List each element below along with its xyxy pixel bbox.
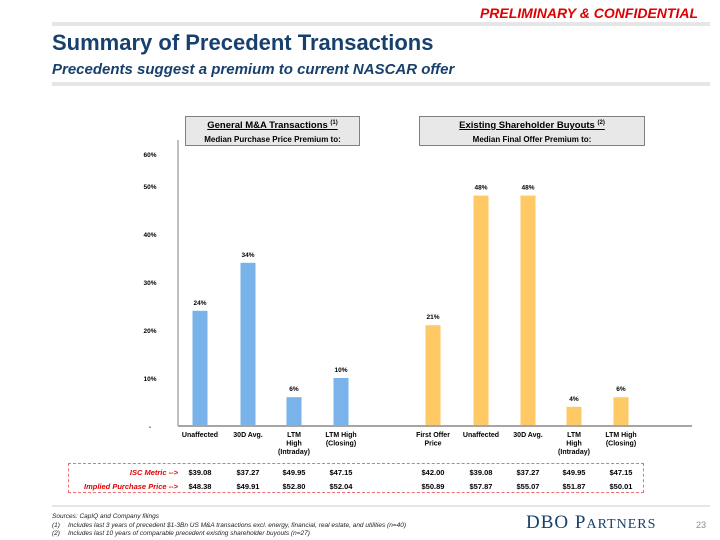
footnote-text: Includes last 10 years of comparable pre… <box>68 530 310 537</box>
y-tick-label: 10% <box>143 376 156 383</box>
x-category-label: LTM High (Closing) <box>605 432 636 448</box>
y-tick-label: - <box>149 424 151 431</box>
x-category-label: LTM High (Intraday) <box>278 432 310 456</box>
footnote-ref: (2) <box>597 120 605 126</box>
isc-metric-value: $37.27 <box>516 468 540 477</box>
page-title: Summary of Precedent Transactions <box>52 30 434 55</box>
title-divider <box>52 82 710 86</box>
top-divider <box>52 22 710 26</box>
logo-text: DBO <box>526 512 570 533</box>
bar <box>613 397 629 425</box>
bar <box>566 406 582 425</box>
isc-metric-value: $39.08 <box>469 468 493 477</box>
footnote-1: (1) Includes last 3 years of precedent $1… <box>52 522 406 529</box>
footnote-number: (1) <box>52 522 60 529</box>
implied-price-value: $50.01 <box>609 482 633 491</box>
y-tick-label: 30% <box>143 280 156 287</box>
panel-subtitle: Median Purchase Price Premium to: <box>204 135 341 145</box>
x-category-label: Unaffected <box>182 432 218 439</box>
isc-metric-value: $49.95 <box>562 468 586 477</box>
isc-metric-value: $47.15 <box>329 468 353 477</box>
footer-divider <box>52 505 710 507</box>
isc-metric-value: $49.95 <box>282 468 306 477</box>
bar <box>333 378 349 425</box>
bar-data-label: 6% <box>616 386 626 393</box>
dbo-partners-logo: DBO PARTNERS <box>526 512 656 534</box>
isc-metric-value: $47.15 <box>609 468 633 477</box>
confidential-label: PRELIMINARY & CONFIDENTIAL <box>479 5 698 21</box>
bar-data-label: 6% <box>289 386 299 393</box>
x-category-label: LTM High (Intraday) <box>558 432 590 456</box>
logo-text: ARTNERS <box>586 517 657 532</box>
sources-note: Sources: CapIQ and Company filings <box>52 513 159 520</box>
x-category-label: 30D Avg. <box>233 432 262 439</box>
bar <box>473 195 489 425</box>
bar-data-label: 21% <box>426 314 439 321</box>
isc-metric-value: $39.08 <box>188 468 212 477</box>
implied-price-value: $57.87 <box>469 482 493 491</box>
x-category-label: 30D Avg. <box>513 432 542 439</box>
bar <box>520 195 536 425</box>
x-category-label: First Offer Price <box>416 432 450 448</box>
bar <box>425 325 441 425</box>
implied-price-value: $52.04 <box>329 482 353 491</box>
bar-data-label: 24% <box>193 300 206 307</box>
y-tick-label: 40% <box>143 232 156 239</box>
bar-data-label: 4% <box>569 396 579 403</box>
x-category-label: LTM High (Closing) <box>325 432 356 448</box>
footnote-2: (2) Includes last 10 years of comparable … <box>52 530 310 537</box>
page-number: 23 <box>695 520 706 530</box>
panel-subtitle: Median Final Offer Premium to: <box>472 135 592 145</box>
bar-data-label: 34% <box>241 252 254 259</box>
y-tick-label: 20% <box>143 328 156 335</box>
implied-price-value: $52.80 <box>282 482 306 491</box>
panel-title: Existing Shareholder Buyouts <box>459 120 595 132</box>
footnote-ref: (1) <box>330 120 338 126</box>
bar-data-label: 48% <box>521 185 534 192</box>
bar <box>240 262 256 425</box>
implied-price-label: Implied Purchase Price --> <box>84 482 178 491</box>
bar-data-label: 48% <box>474 185 487 192</box>
panel-header-shareholder-buyouts: Existing Shareholder Buyouts (2) Median … <box>419 116 645 146</box>
y-tick-label: 50% <box>143 184 156 191</box>
x-category-label: Unaffected <box>463 432 499 439</box>
implied-price-value: $50.89 <box>421 482 445 491</box>
panel-header-general-ma: General M&A Transactions (1) Median Purc… <box>185 116 360 146</box>
implied-price-value: $55.07 <box>516 482 540 491</box>
footnote-text: Includes last 3 years of precedent $1-3B… <box>68 522 406 529</box>
isc-metric-value: $37.27 <box>236 468 260 477</box>
implied-price-value: $51.87 <box>562 482 586 491</box>
page-subtitle: Precedents suggest a premium to current … <box>52 61 455 78</box>
isc-metric-value: $42.00 <box>421 468 445 477</box>
bar-data-label: 10% <box>334 367 347 374</box>
implied-price-value: $48.38 <box>188 482 212 491</box>
panel-title: General M&A Transactions <box>207 120 328 132</box>
y-tick-label: 60% <box>143 152 156 159</box>
isc-metric-label: ISC Metric --> <box>129 468 178 477</box>
bar <box>192 310 208 425</box>
implied-price-value: $49.91 <box>236 482 260 491</box>
footnote-number: (2) <box>52 530 60 537</box>
metrics-table <box>68 463 644 493</box>
logo-text: P <box>574 512 587 533</box>
bar <box>286 397 302 425</box>
